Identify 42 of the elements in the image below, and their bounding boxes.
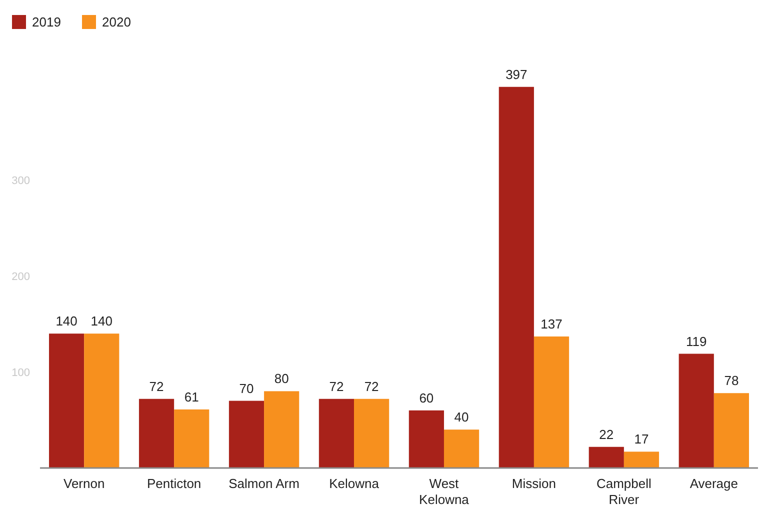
x-tick-label: Kelowna [329,476,380,491]
data-label: 140 [90,314,112,329]
data-label: 60 [419,390,434,406]
bar [49,334,84,468]
x-tick-label: Penticton [146,476,202,491]
data-label: 119 [686,334,707,349]
bar [84,334,120,468]
data-label: 80 [274,371,289,386]
data-label: 22 [599,426,614,442]
x-tick-label: Campbell River [596,476,652,506]
bar [318,398,354,468]
bar [624,452,660,468]
data-label: 397 [506,66,528,82]
data-label: 72 [364,378,379,394]
bar [138,398,174,468]
bar [534,336,570,468]
data-label: 70 [239,380,254,396]
x-tick-label: Salmon Arm [228,476,300,491]
bar [444,430,480,468]
legend-label: 2020 [102,14,131,30]
data-label: 72 [329,378,344,394]
bar [264,391,300,468]
data-label: 140 [56,314,78,329]
bar [714,393,749,468]
data-label: 72 [149,378,164,394]
x-tick-label: Average [690,476,738,491]
bar [228,400,264,468]
data-label: 40 [454,410,469,425]
x-tick-label: Vernon [63,476,105,491]
data-label: 137 [540,316,562,332]
bar [498,86,534,468]
bar [408,410,444,468]
x-tick-label: West Kelowna [419,476,470,506]
data-label: 61 [184,389,199,404]
x-tick-label: Mission [512,476,556,491]
data-label: 78 [724,373,739,388]
bar [678,354,714,468]
bar [354,398,390,468]
bar [588,446,624,468]
bar [174,409,210,468]
legend-label: 2019 [32,14,61,30]
data-label: 17 [634,432,649,447]
